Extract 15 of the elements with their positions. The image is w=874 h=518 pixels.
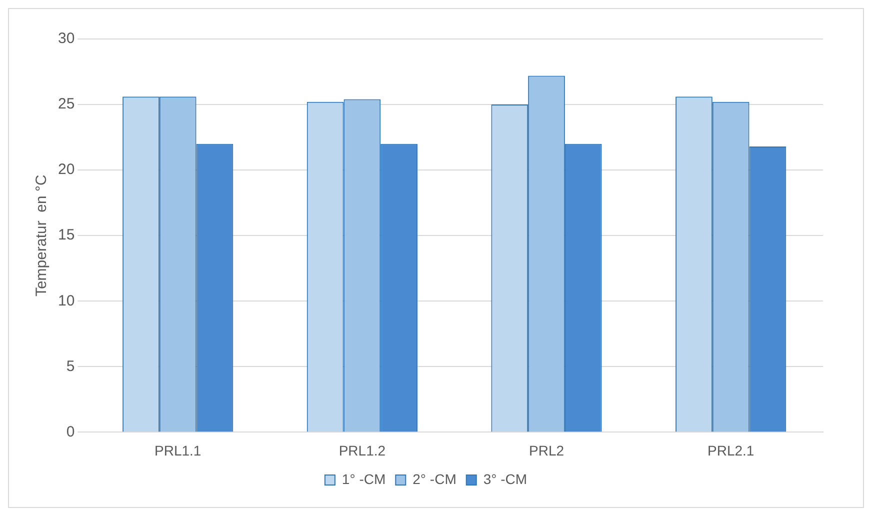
x-tick-label: PRL1.1 bbox=[154, 442, 202, 458]
y-tick-label: 20 bbox=[58, 161, 75, 178]
y-tick-label: 25 bbox=[58, 96, 75, 113]
y-tick-label: 0 bbox=[66, 423, 75, 440]
legend-label: 1° -CM bbox=[342, 470, 386, 487]
y-axis-title: Temperatur en °C bbox=[33, 174, 50, 297]
legend-label: 2° -CM bbox=[412, 470, 456, 487]
y-tick-label: 30 bbox=[58, 30, 75, 48]
y-tick-label: 15 bbox=[58, 226, 75, 244]
x-tick-label: PRL2.1 bbox=[707, 442, 754, 458]
legend-label: 3° -CM bbox=[483, 470, 528, 487]
x-tick-label: PRL2 bbox=[528, 442, 564, 458]
y-tick-label: 5 bbox=[66, 358, 75, 375]
y-tick-label: 10 bbox=[58, 292, 75, 310]
x-tick-label: PRL1.2 bbox=[338, 442, 386, 458]
